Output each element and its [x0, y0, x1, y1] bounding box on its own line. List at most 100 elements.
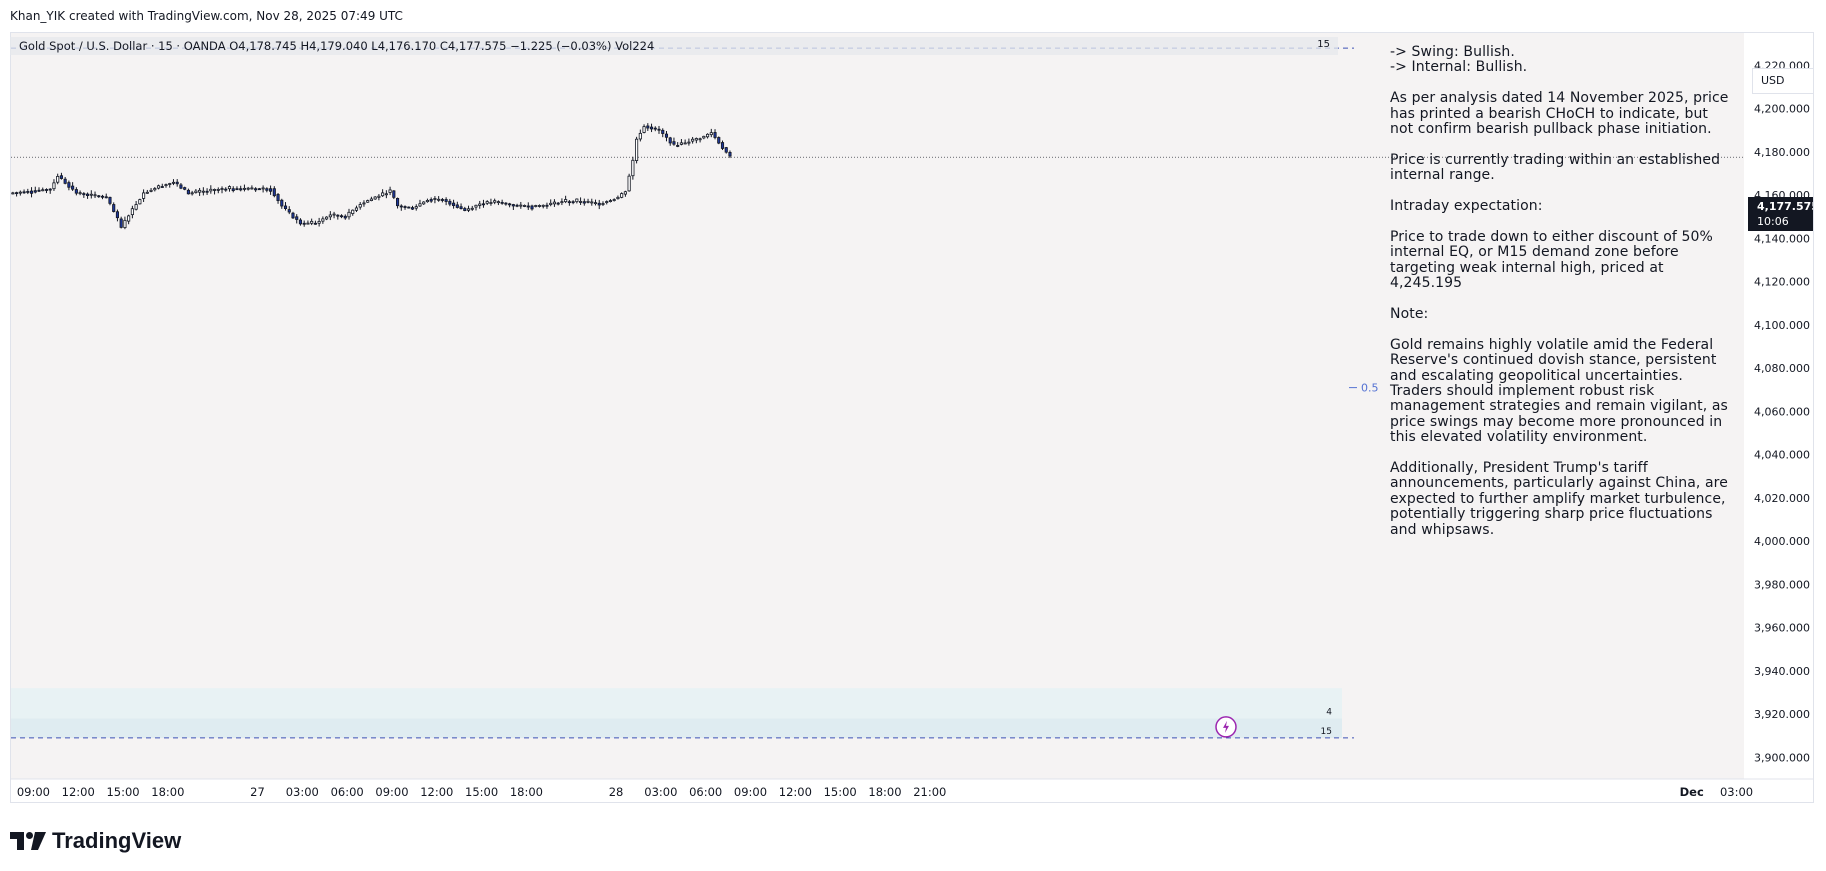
price-axis-label: 4,200.000 [1754, 103, 1810, 116]
candle-body [198, 189, 202, 193]
candle-body [86, 193, 90, 196]
candle-body [601, 203, 605, 205]
candle-body [328, 214, 332, 218]
candle-body [119, 218, 123, 228]
candle-body [709, 132, 713, 136]
time-axis-label: 09:00 [375, 785, 408, 799]
time-axis-label: 27 [250, 785, 265, 799]
candle-body [339, 215, 344, 218]
candle-body [448, 200, 452, 205]
demand-zone [11, 718, 1342, 738]
candle-body [564, 199, 568, 203]
candle-body [530, 205, 534, 210]
candle-body [635, 138, 639, 161]
candle-body [586, 200, 590, 203]
candle-body [257, 188, 261, 191]
candle-body [623, 191, 627, 195]
candle-body [358, 204, 362, 208]
price-axis-label: 4,060.000 [1754, 405, 1810, 418]
candle-body [212, 189, 217, 191]
candle-body [44, 189, 49, 191]
candle-body [489, 202, 493, 204]
candle-body [41, 189, 45, 192]
candle-body [127, 215, 131, 222]
candle-body [388, 189, 392, 193]
candle-body [683, 142, 687, 145]
candle-body [56, 175, 60, 183]
candle-body [336, 214, 340, 217]
candle-body [672, 141, 676, 145]
price-axis-label: 3,960.000 [1754, 622, 1810, 635]
candle-body [556, 202, 560, 205]
candlestick-chart[interactable]: 4150.54,220.0004,200.0004,180.0004,160.0… [11, 33, 1814, 803]
candle-body [313, 222, 317, 225]
candle-body [97, 195, 101, 198]
time-axis-label: 12:00 [420, 785, 453, 799]
candle-body [183, 187, 187, 190]
candle-body [11, 192, 15, 195]
time-axis-label: 09:00 [17, 785, 50, 799]
candle-body [534, 205, 538, 207]
candle-body [463, 208, 467, 211]
candle-body [702, 135, 706, 139]
candle-body [227, 186, 232, 190]
candle-body [597, 202, 601, 206]
candle-body [231, 188, 235, 192]
chart-area[interactable]: 4 15 0.5 4,220.000 4,200.000 4,180.000 4,160.0… [10, 32, 1814, 803]
candle-body [26, 191, 30, 193]
candle-body [593, 202, 598, 205]
legend-interval-badge: 15 [1317, 39, 1330, 50]
time-axis-label: 03:00 [1720, 785, 1753, 799]
candle-body [138, 199, 142, 205]
candle-body [108, 196, 112, 204]
candle-body [579, 201, 583, 203]
candle-body [537, 205, 542, 207]
candle-body [433, 198, 437, 200]
candle-body [239, 188, 243, 191]
candle-body [508, 203, 512, 206]
currency-selector[interactable]: USD [1752, 68, 1813, 94]
candle-body [145, 191, 149, 194]
candle-body [560, 201, 564, 204]
candle-body [567, 201, 571, 204]
candle-body [153, 188, 157, 191]
candle-body [82, 193, 86, 196]
last-price-value: 4,177.575 [1757, 200, 1814, 213]
time-axis-label: 18:00 [868, 785, 901, 799]
candle-body [444, 199, 448, 202]
candle-body [605, 201, 609, 203]
candle-body [720, 142, 725, 149]
candle-body [283, 205, 288, 209]
time-axis-label: Dec [1680, 785, 1704, 799]
candle-body [620, 193, 624, 198]
time-axis-label: 03:00 [286, 785, 319, 799]
time-axis-label: 06:00 [331, 785, 364, 799]
candle-body [48, 188, 52, 191]
price-axis-label: 3,920.000 [1754, 708, 1810, 721]
tradingview-logo-icon [10, 832, 46, 850]
candle-body [698, 138, 702, 141]
candle-body [519, 204, 523, 207]
time-axis-label: 06:00 [689, 785, 722, 799]
candle-body [298, 219, 303, 225]
symbol-legend[interactable]: Gold Spot / U.S. Dollar · 15 · OANDA O4,… [10, 37, 1338, 55]
candle-body [481, 203, 486, 206]
candle-body [306, 222, 310, 225]
candle-body [500, 201, 504, 204]
candle-body [220, 188, 224, 190]
candle-body [272, 188, 276, 197]
candle-body [429, 199, 433, 202]
candle-body [134, 204, 138, 210]
candle-body [545, 204, 549, 207]
candle-body [649, 126, 654, 130]
price-axis-label: 3,980.000 [1754, 578, 1810, 591]
candle-body [687, 141, 691, 144]
candle-body [381, 192, 385, 197]
price-axis-label: 4,120.000 [1754, 276, 1810, 289]
candle-body [287, 209, 291, 213]
candle-body [646, 125, 650, 129]
candle-body [156, 185, 161, 189]
candle-body [403, 206, 407, 208]
chart-caption: Khan_YIK created with TradingView.com, N… [10, 9, 403, 23]
candle-body [679, 142, 683, 145]
